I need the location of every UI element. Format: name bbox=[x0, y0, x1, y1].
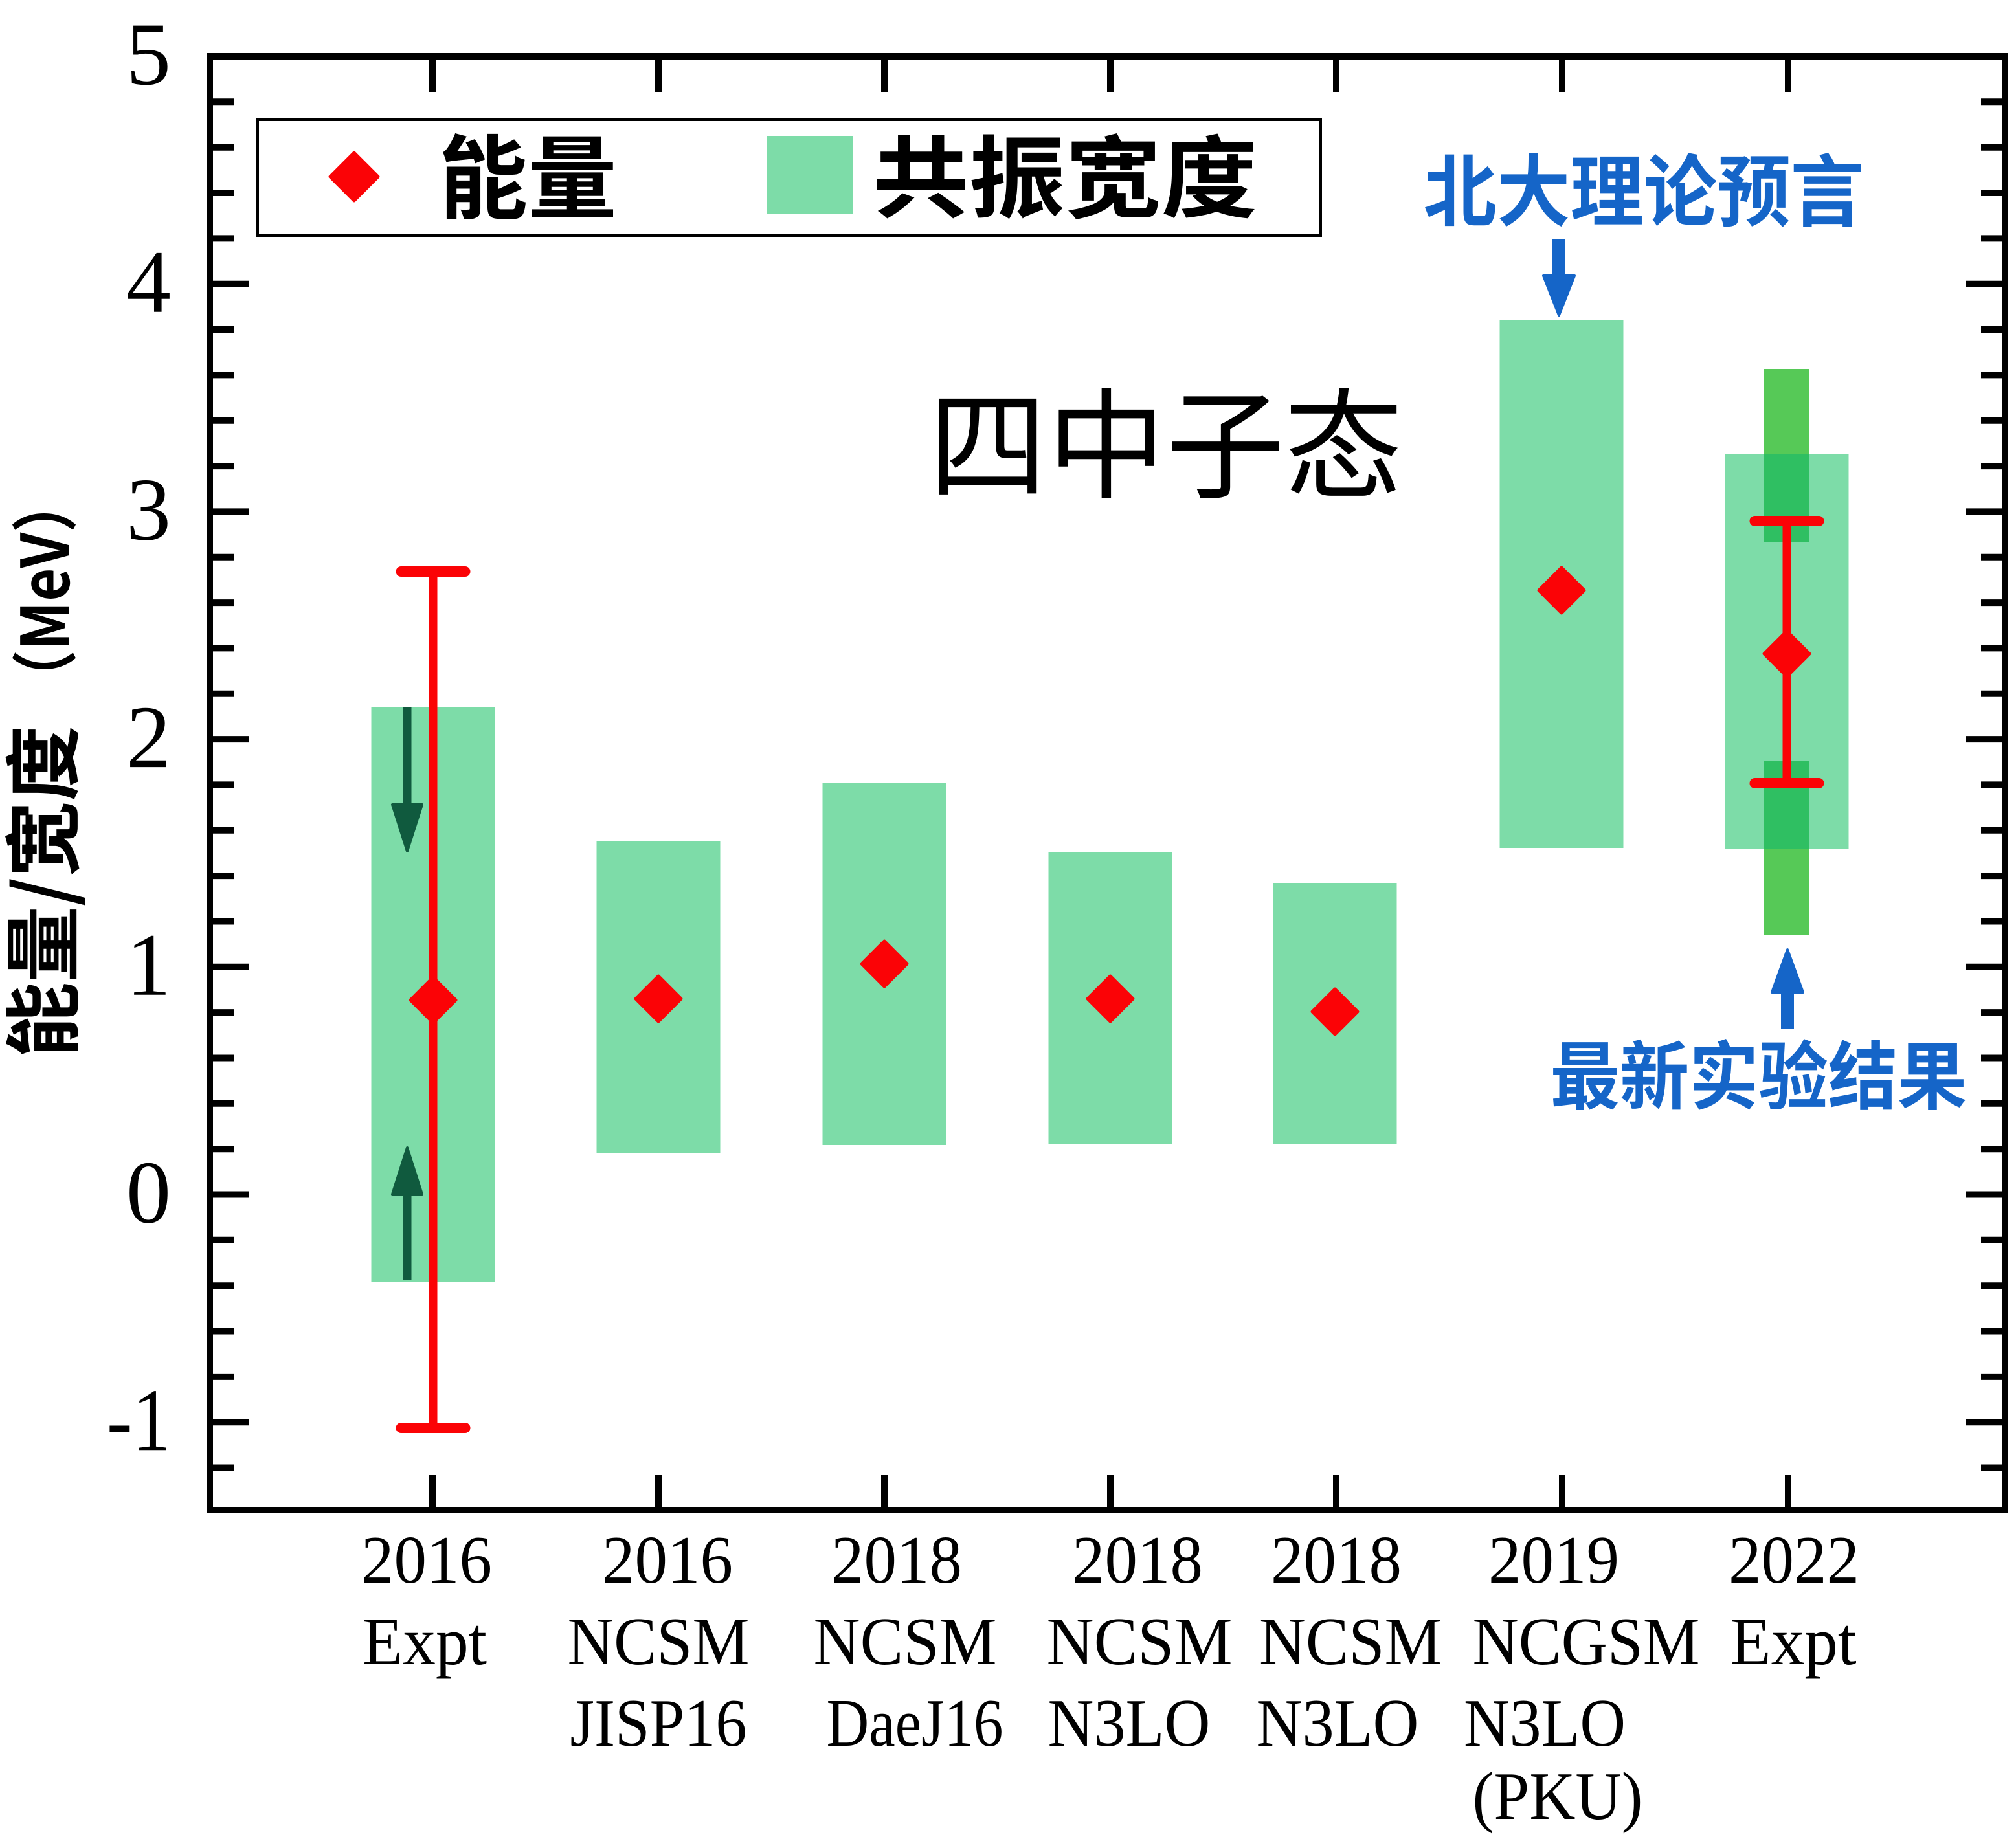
svg-text:NCSM: NCSM bbox=[1259, 1603, 1442, 1679]
svg-text:0: 0 bbox=[126, 1143, 171, 1242]
svg-text:2: 2 bbox=[126, 687, 171, 786]
svg-text:NCSM: NCSM bbox=[1047, 1603, 1233, 1679]
svg-text:JISP16: JISP16 bbox=[570, 1685, 747, 1761]
svg-text:2019: 2019 bbox=[1488, 1522, 1619, 1598]
svg-text:2018: 2018 bbox=[1072, 1522, 1203, 1598]
svg-text:2016: 2016 bbox=[602, 1522, 733, 1598]
svg-text:3: 3 bbox=[126, 460, 171, 559]
svg-text:2018: 2018 bbox=[1271, 1522, 1402, 1598]
svg-text:N3LO: N3LO bbox=[1464, 1685, 1626, 1761]
svg-text:Expt: Expt bbox=[363, 1603, 487, 1679]
svg-text:5: 5 bbox=[126, 5, 171, 104]
svg-text:2022: 2022 bbox=[1729, 1522, 1859, 1598]
svg-text:NCSM: NCSM bbox=[814, 1603, 997, 1679]
svg-text:NCGSM: NCGSM bbox=[1473, 1603, 1700, 1679]
svg-text:2016: 2016 bbox=[361, 1522, 492, 1598]
svg-text:2018: 2018 bbox=[831, 1522, 962, 1598]
svg-text:-1: -1 bbox=[107, 1370, 171, 1469]
svg-text:NCSM: NCSM bbox=[568, 1603, 750, 1679]
svg-text:Expt: Expt bbox=[1730, 1603, 1857, 1679]
svg-text:N3LO: N3LO bbox=[1257, 1685, 1419, 1761]
svg-text:1: 1 bbox=[126, 915, 171, 1014]
svg-text:N3LO: N3LO bbox=[1048, 1685, 1211, 1761]
svg-text:(PKU): (PKU) bbox=[1473, 1758, 1643, 1834]
svg-text:DaeJ16: DaeJ16 bbox=[827, 1685, 1003, 1761]
svg-text:4: 4 bbox=[126, 232, 171, 331]
